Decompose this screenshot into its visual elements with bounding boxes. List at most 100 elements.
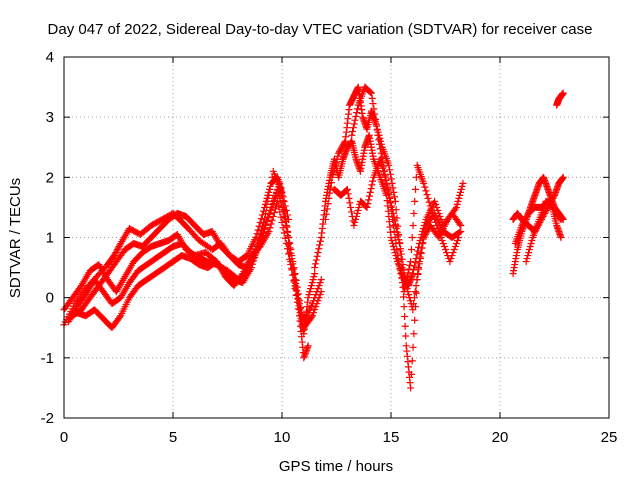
data-point <box>374 131 382 139</box>
data-point <box>266 224 274 232</box>
data-point <box>112 249 120 257</box>
data-point <box>383 181 391 189</box>
data-point <box>420 179 428 187</box>
data-point <box>391 197 399 205</box>
data-point <box>451 243 459 251</box>
data-point <box>401 312 409 320</box>
data-point <box>250 257 258 265</box>
data-point <box>413 276 421 284</box>
data-point <box>417 249 425 257</box>
data-point <box>369 177 377 185</box>
data-point <box>275 203 283 211</box>
data-point <box>253 230 261 238</box>
data-point <box>337 145 345 153</box>
data-point <box>277 199 285 207</box>
data-point <box>407 246 415 254</box>
data-point <box>346 199 354 207</box>
data-point <box>386 199 394 207</box>
data-point <box>371 110 379 118</box>
data-point <box>458 182 466 190</box>
data-point <box>282 221 290 229</box>
data-point <box>277 213 285 221</box>
data-point <box>457 221 465 229</box>
data-point <box>409 343 417 351</box>
x-tick-label: 25 <box>601 429 618 446</box>
data-point <box>436 212 444 220</box>
data-point <box>327 179 335 187</box>
data-point <box>336 146 344 154</box>
x-tick-label: 0 <box>60 429 68 446</box>
data-point <box>311 270 319 278</box>
data-point <box>268 216 276 224</box>
data-point <box>414 270 422 278</box>
data-point <box>519 220 527 228</box>
data-point <box>410 262 418 270</box>
data-point <box>440 243 448 251</box>
data-point <box>349 127 357 135</box>
data-point <box>306 288 314 296</box>
data-point <box>401 322 409 330</box>
data-point <box>311 264 319 272</box>
data-point <box>366 188 374 196</box>
data-point <box>256 218 264 226</box>
data-point <box>354 206 362 214</box>
data-point <box>409 221 417 229</box>
data-point <box>266 185 274 193</box>
data-point <box>520 217 528 225</box>
data-point <box>448 252 456 260</box>
data-point <box>369 100 377 108</box>
y-axis-label: SDTVAR / TECUs <box>7 178 24 298</box>
data-point <box>305 291 313 299</box>
data-point <box>111 250 119 258</box>
x-tick-label: 10 <box>274 429 291 446</box>
data-point <box>415 258 423 266</box>
data-point <box>349 124 357 132</box>
data-point <box>380 163 388 171</box>
data-point <box>452 203 460 211</box>
data-point <box>316 237 324 245</box>
data-point <box>385 190 393 198</box>
data-point <box>285 234 293 241</box>
y-tick-label: -1 <box>41 350 54 367</box>
data-point <box>427 206 435 214</box>
data-point <box>408 234 416 241</box>
data-point <box>396 265 404 273</box>
data-point <box>410 294 418 302</box>
data-point <box>343 186 351 194</box>
data-point <box>276 194 284 202</box>
data-point <box>339 142 347 150</box>
data-point <box>351 116 359 124</box>
data-point <box>397 270 405 278</box>
data-point <box>285 240 293 248</box>
data-point <box>433 203 441 211</box>
data-point <box>247 264 255 272</box>
data-point <box>333 155 341 163</box>
data-point <box>415 243 423 251</box>
data-point <box>377 149 385 157</box>
data-point <box>291 270 299 278</box>
data-point <box>330 167 338 175</box>
data-point <box>280 197 288 205</box>
data-point <box>257 215 265 223</box>
data-point <box>312 256 320 264</box>
data-point <box>438 237 446 245</box>
data-point <box>398 255 406 263</box>
data-point <box>426 202 434 210</box>
data-point <box>314 285 322 293</box>
data-point <box>368 181 376 189</box>
data-point <box>114 244 122 252</box>
data-point <box>263 218 271 226</box>
data-point <box>264 214 272 222</box>
data-point <box>348 131 356 139</box>
data-point <box>299 317 307 325</box>
data-point <box>325 194 333 202</box>
data-point <box>388 209 396 217</box>
data-point <box>260 225 268 233</box>
data-point <box>385 161 393 169</box>
data-point <box>324 200 332 208</box>
data-point <box>420 230 428 238</box>
data-point <box>412 173 420 181</box>
data-point <box>340 139 348 147</box>
axis-ticks: 0 5 10 15 20 25 -2 -1 0 1 2 3 4 <box>41 49 618 446</box>
data-point <box>273 190 281 198</box>
